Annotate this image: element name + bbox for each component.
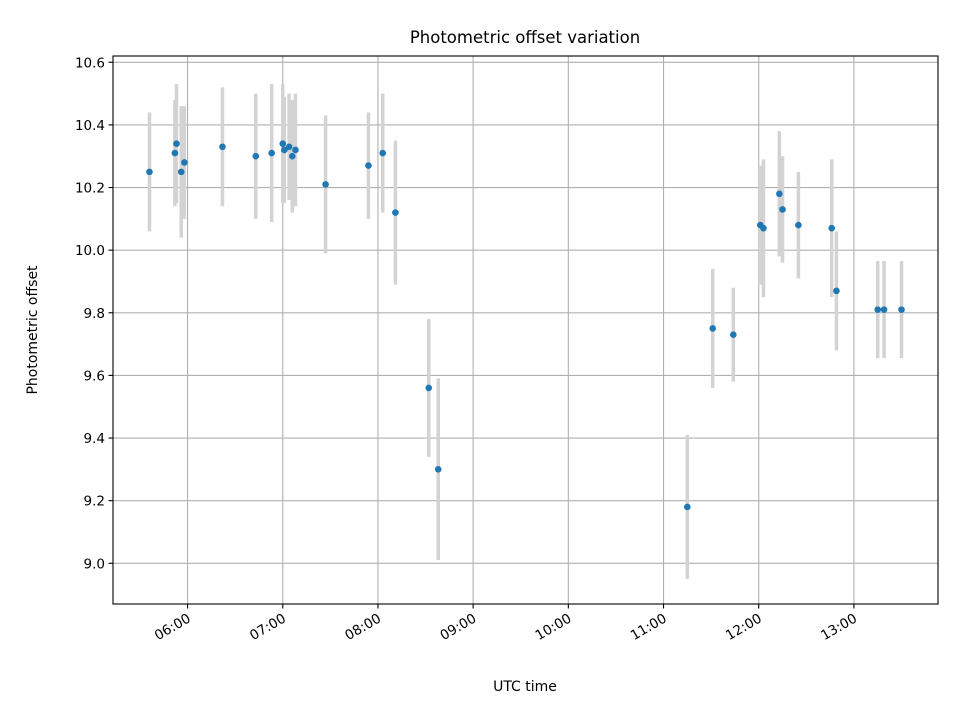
y-tick-label: 9.4 — [84, 431, 105, 447]
data-point — [268, 149, 275, 157]
data-point — [171, 149, 179, 157]
x-tick-label: 12:00 — [723, 611, 765, 644]
data-point — [219, 143, 226, 151]
data-point — [288, 152, 296, 160]
grid — [113, 56, 938, 604]
data-point — [776, 190, 783, 198]
data-point — [173, 140, 180, 147]
data-points — [146, 140, 905, 511]
y-tick-label: 10.2 — [75, 181, 105, 197]
data-point — [252, 152, 260, 160]
y-axis-ticks: 9.0 9.2 9.4 9.6 9.8 10.0 10.2 10.4 10.6 — [75, 55, 113, 572]
data-point — [880, 306, 888, 313]
data-point — [874, 306, 882, 313]
data-point — [709, 325, 717, 332]
y-tick-label: 9.2 — [84, 494, 105, 510]
data-point — [760, 224, 767, 232]
data-point — [898, 306, 905, 313]
y-tick-label: 10.6 — [75, 55, 105, 71]
data-point — [322, 181, 329, 188]
data-point — [779, 206, 786, 213]
x-tick-label: 10:00 — [533, 611, 575, 644]
plot-frame — [112, 55, 939, 605]
x-tick-label: 11:00 — [628, 611, 670, 644]
y-tick-label: 9.8 — [84, 306, 105, 322]
data-point — [281, 146, 288, 154]
y-tick-label: 9.0 — [84, 556, 105, 572]
x-axis-title: UTC time — [493, 679, 557, 695]
data-point — [795, 221, 802, 229]
y-tick-label: 10.4 — [75, 118, 105, 134]
data-point — [279, 140, 287, 147]
data-point — [730, 331, 737, 338]
y-axis-title: Photometric offset — [25, 265, 41, 395]
x-axis-ticks: 06:00 07:00 08:00 09:00 10:00 11:00 12:00 13:00 — [152, 604, 860, 644]
x-tick-label: 08:00 — [342, 611, 384, 644]
error-bars — [147, 84, 904, 579]
data-point — [833, 287, 840, 295]
data-point — [292, 146, 299, 154]
data-point — [684, 503, 691, 511]
y-tick-label: 10.0 — [75, 243, 105, 259]
x-tick-label: 06:00 — [152, 611, 194, 644]
data-point — [177, 168, 185, 176]
data-point — [392, 209, 399, 216]
data-point — [434, 466, 442, 473]
data-point — [425, 384, 433, 392]
x-tick-label: 07:00 — [247, 611, 289, 644]
data-point — [146, 168, 153, 176]
data-point — [181, 159, 188, 166]
data-point — [379, 149, 387, 157]
y-tick-label: 9.6 — [84, 368, 105, 384]
data-point — [285, 143, 293, 151]
data-point — [828, 224, 836, 232]
chart-title: Photometric offset variation — [410, 28, 640, 47]
x-tick-label: 13:00 — [818, 611, 860, 644]
data-point — [365, 162, 372, 169]
x-tick-label: 09:00 — [437, 611, 479, 644]
